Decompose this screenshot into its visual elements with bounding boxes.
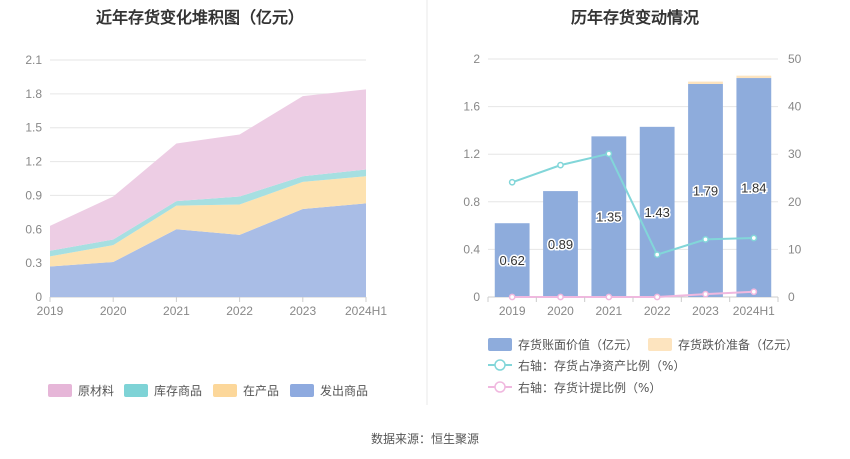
chart2-x-tick-label: 2024H1 <box>733 304 775 318</box>
chart2-legend-label: 存货账面价值（亿元） <box>518 337 638 352</box>
chart1-y-tick-label: 2.1 <box>25 53 42 67</box>
chart2-bar-0 <box>639 126 675 297</box>
chart1-y-tick-label: 0.9 <box>25 188 42 202</box>
chart2-y-tick-label: 0.4 <box>463 242 480 256</box>
chart1-x-tick-label: 2022 <box>226 304 253 318</box>
chart2-line-point <box>702 290 709 298</box>
chart1-legend-label: 在产品 <box>243 384 279 398</box>
chart1-x-tick-label: 2023 <box>289 304 316 318</box>
chart2-line-point <box>702 236 709 243</box>
chart2-legend-label: 右轴：存货计提比例（%） <box>518 380 661 395</box>
chart2-y2-tick-label: 40 <box>788 100 802 114</box>
chart1-area-2 <box>50 169 366 257</box>
source-note: 数据来源：恒生聚源 <box>371 431 479 446</box>
chart1-legend-label: 发出商品 <box>320 383 368 398</box>
chart2-legend-swatch <box>648 338 672 351</box>
chart2-line-point <box>653 293 661 301</box>
chart2-y2-tick-label: 30 <box>788 147 802 161</box>
chart2-y2-tick-label: 20 <box>788 195 802 209</box>
chart2-bar-data-label: 1.43 <box>645 205 670 220</box>
chart1-y-tick-label: 1.5 <box>25 121 42 135</box>
chart2-x-tick-label: 2019 <box>499 304 526 318</box>
chart1-area-1 <box>50 176 366 267</box>
chart1-x-tick-label: 2019 <box>37 304 64 318</box>
chart2-bar-data-label: 1.84 <box>741 181 766 196</box>
chart1-y-tick-label: 1.8 <box>25 87 42 101</box>
chart2-line-point <box>508 178 516 186</box>
chart2-y-tick-label: 0.8 <box>463 195 480 209</box>
chart2-bar-0 <box>736 78 772 297</box>
chart1-x-tick-label: 2021 <box>163 304 190 318</box>
chart1-legend-label: 原材料 <box>78 384 114 398</box>
chart2-bar-data-label: 1.35 <box>596 210 621 225</box>
chart2-line-2 <box>511 152 754 256</box>
chart1-legend-swatch <box>48 384 72 397</box>
chart2-x-tick-label: 2020 <box>547 304 574 318</box>
chart2-line-point <box>557 293 564 301</box>
chart2-y-tick-label: 1.6 <box>463 100 480 114</box>
chart2-y-tick-label: 0 <box>473 290 480 304</box>
chart2-legend-swatch <box>488 338 512 351</box>
chart2-title: 历年存货变动情况 <box>571 8 699 27</box>
chart2-legend-label: 右轴：存货占净资产比例（%） <box>518 358 685 373</box>
chart1-plot: 0 0.3 0.6 0.9 1.2 1.5 1.8 2.1 2019 2020 2021 2022 20… <box>25 53 387 398</box>
chart1-y-tick-label: 0 <box>35 290 42 304</box>
chart2-line-point <box>750 234 758 242</box>
chart1-area-3 <box>50 89 366 251</box>
chart1-title: 近年存货变化堆积图（亿元） <box>96 8 304 27</box>
chart2-line-point <box>605 150 613 158</box>
chart2-line-point <box>605 293 613 301</box>
chart2-bar-data-label: 0.89 <box>548 237 573 252</box>
chart2-y-tick-label: 1.2 <box>463 147 480 161</box>
chart2-line-point <box>653 251 661 258</box>
chart1-x-tick-label: 2024H1 <box>345 304 387 318</box>
chart2-x-tick-label: 2023 <box>692 304 719 318</box>
chart1-y-tick-label: 0.3 <box>25 256 42 270</box>
chart1-legend-swatch <box>124 384 148 397</box>
chart2-legend-marker <box>494 381 506 393</box>
chart2-x-tick-label: 2021 <box>595 304 622 318</box>
chart2-x-tick-label: 2022 <box>644 304 671 318</box>
chart1-x-tick-label: 2020 <box>100 304 127 318</box>
chart2-line-point <box>508 293 516 301</box>
chart2-legend-marker <box>494 359 506 371</box>
chart2-bar-data-label: 0.62 <box>500 253 525 268</box>
chart1-y-tick-label: 0.6 <box>25 222 42 236</box>
chart1-y-tick-label: 1.2 <box>25 155 42 169</box>
chart2-y2-tick-label: 10 <box>788 242 802 256</box>
chart2-bar-0 <box>494 223 530 297</box>
chart2-line-point <box>750 288 758 296</box>
chart2-bar-data-label: 1.79 <box>693 183 718 198</box>
chart1-legend-swatch <box>290 384 314 397</box>
chart2-y2-tick-label: 0 <box>788 290 795 304</box>
chart1-legend-label: 库存商品 <box>154 383 202 398</box>
chart2-bar-1 <box>736 75 772 79</box>
chart2-bar-0 <box>688 83 723 298</box>
chart2-bar-0 <box>591 136 627 297</box>
chart2-bar-1 <box>688 81 723 84</box>
chart2-line-point <box>557 161 564 169</box>
chart2-y-tick-label: 2 <box>473 52 480 66</box>
chart2-y2-tick-label: 50 <box>788 52 802 66</box>
chart2-bar-0 <box>543 191 578 297</box>
chart2-legend-label: 存货跌价准备（亿元） <box>678 337 798 352</box>
chart1-area-0 <box>50 203 366 297</box>
chart1-legend-swatch <box>213 384 237 397</box>
